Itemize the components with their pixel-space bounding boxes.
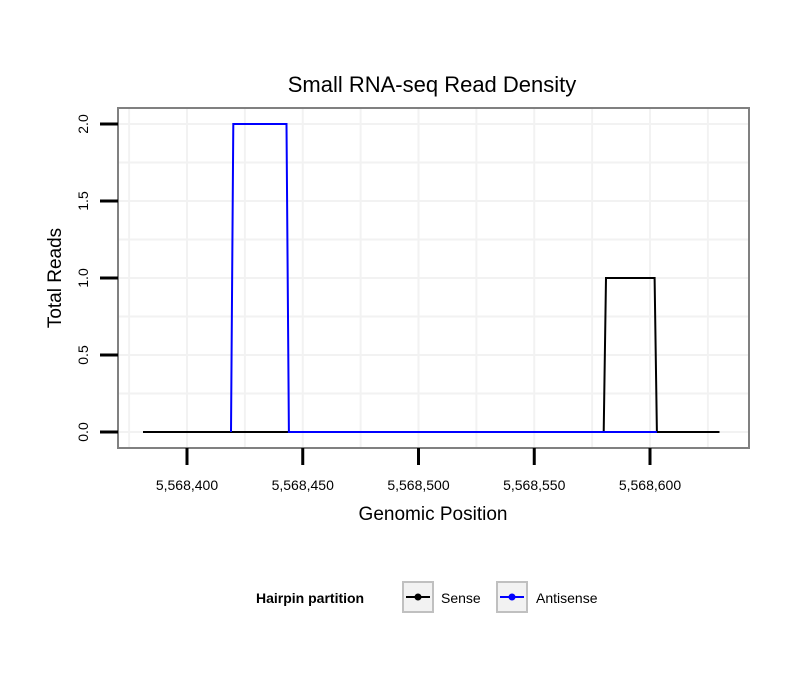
y-tick-label: 1.5 <box>75 191 91 211</box>
legend-label-antisense: Antisense <box>536 590 598 606</box>
legend-item-antisense: Antisense <box>496 581 598 613</box>
legend-label-sense: Sense <box>441 590 481 606</box>
series-layer <box>143 123 720 433</box>
x-tick-label: 5,568,400 <box>156 477 218 493</box>
legend-title: Hairpin partition <box>256 590 364 606</box>
y-axis: 0.0 0.5 1.0 1.5 2.0 <box>75 114 118 442</box>
x-tick-label: 5,568,550 <box>503 477 565 493</box>
x-axis-title: Genomic Position <box>359 504 508 525</box>
y-axis-title: Total Reads <box>45 228 66 328</box>
y-tick-label: 0.0 <box>75 422 91 442</box>
x-tick-label: 5,568,500 <box>387 477 449 493</box>
legend: Hairpin partition Sense Antisense <box>256 581 598 613</box>
y-tick-label: 0.5 <box>75 345 91 365</box>
legend-item-sense: Sense <box>402 581 481 613</box>
x-axis: 5,568,400 5,568,450 5,568,500 5,568,550 5,56… <box>156 448 681 493</box>
x-tick-label: 5,568,600 <box>619 477 681 493</box>
chart-title: Small RNA-seq Read Density <box>288 72 577 97</box>
y-tick-label: 2.0 <box>75 114 91 134</box>
legend-point-sense <box>414 593 422 601</box>
x-tick-label: 5,568,450 <box>272 477 334 493</box>
series-line-antisense <box>230 123 657 433</box>
y-tick-label: 1.0 <box>75 268 91 288</box>
legend-point-antisense <box>508 593 516 601</box>
